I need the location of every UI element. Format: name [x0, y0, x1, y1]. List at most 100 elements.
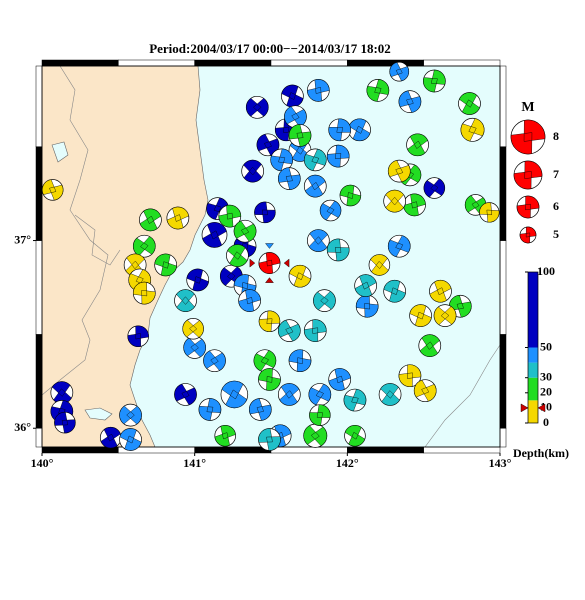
focal-mechanism: [254, 201, 276, 224]
focal-mechanism: [248, 398, 272, 421]
legend-label: 8: [553, 129, 559, 143]
land-layer: [42, 66, 500, 447]
focal-mechanism: [139, 208, 162, 232]
focal-mechanism: [383, 279, 407, 303]
focal-mechanism: [398, 364, 422, 388]
focal-mechanism: [303, 148, 327, 172]
focal-mechanism: [378, 383, 402, 406]
frame-segment: [270, 59, 348, 67]
colorbar-band: [528, 272, 538, 348]
focal-mechanism: [256, 133, 280, 157]
focal-mechanism: [119, 428, 142, 451]
focal-mechanism: [309, 404, 331, 426]
title: Period:2004/03/17 00:00−−2014/03/17 18:0…: [149, 41, 391, 56]
colorbar-band: [528, 362, 538, 378]
focal-mechanism: [383, 189, 407, 213]
focal-mechanism: [288, 264, 312, 288]
main-event-marker: [265, 243, 274, 249]
focal-mechanism: [54, 411, 76, 434]
focal-mechanism: [328, 368, 352, 391]
frame-segment: [41, 446, 119, 454]
focal-mechanism: [119, 403, 142, 427]
focal-mechanism: [277, 383, 301, 406]
lake: [84, 407, 113, 421]
colorbar-tick-label: 100: [537, 264, 555, 278]
legend-ball: [513, 160, 543, 190]
depth-marker: [537, 403, 546, 413]
focal-mechanism: [460, 117, 485, 142]
x-tick-label: 143°: [489, 456, 512, 470]
colorbar-tick-label: 20: [540, 385, 552, 399]
focal-mechanism: [253, 349, 277, 373]
focal-mechanism: [198, 398, 222, 421]
focal-mechanism: [220, 380, 249, 409]
focal-mechanism: [174, 289, 197, 312]
focal-mechanism: [258, 310, 281, 333]
focal-mechanism: [303, 174, 327, 198]
main-event-marker: [249, 258, 256, 268]
focal-mechanism: [368, 254, 391, 276]
focal-mechanism: [241, 159, 265, 183]
x-tick-label: 141°: [183, 456, 206, 470]
focal-mechanism: [433, 304, 457, 327]
focal-mechanism: [99, 426, 122, 449]
frame-segment: [118, 59, 195, 67]
focal-mechanism: [313, 289, 336, 312]
focal-mechanism: [218, 204, 242, 228]
focal-mechanism: [403, 193, 426, 217]
frame-segment: [35, 427, 43, 448]
focal-mechanism: [238, 289, 261, 312]
focal-mechanism: [326, 144, 350, 168]
focal-mechanism: [258, 428, 281, 451]
events: [41, 61, 500, 451]
frame-segment: [347, 446, 424, 454]
focal-mechanism: [281, 84, 304, 108]
focal-mechanism: [258, 368, 281, 391]
focal-mechanism: [339, 184, 362, 207]
focal-mechanism: [389, 61, 410, 82]
colorbar-band: [528, 347, 538, 363]
focal-mechanism: [398, 90, 422, 114]
colorbar-band: [528, 400, 538, 423]
depth-marker: [520, 403, 529, 413]
frame-segment: [499, 334, 507, 429]
frame-segment: [423, 59, 501, 67]
frame-segment: [499, 427, 507, 448]
focal-mechanism: [354, 274, 378, 297]
overlay: [249, 243, 290, 283]
focal-mechanism: [326, 238, 350, 262]
trench-line: [424, 344, 500, 447]
focal-mechanism: [409, 304, 432, 327]
focal-mechanism: [284, 105, 307, 129]
colorbar-band: [528, 377, 538, 401]
focal-mechanism: [413, 379, 437, 403]
focal-mechanism: [288, 349, 312, 373]
focal-mechanism: [303, 319, 327, 342]
x-tick-label: 142°: [336, 456, 359, 470]
legend-ball: [516, 195, 540, 219]
frame-segment: [423, 446, 501, 454]
main-event: [258, 252, 281, 275]
focal-mechanism: [387, 234, 411, 258]
focal-mechanism: [154, 253, 178, 277]
focal-mechanism: [423, 69, 446, 93]
frame-segment: [35, 334, 43, 429]
legend-label: 6: [553, 199, 559, 213]
lake: [51, 141, 69, 163]
y-tick-label: 36°: [14, 420, 31, 434]
main-event-marker: [283, 258, 290, 268]
focal-mechanism: [288, 124, 312, 147]
focal-mechanism: [328, 118, 352, 142]
focal-mechanism: [245, 95, 269, 119]
focal-mechanism: [132, 281, 156, 305]
frame-segment: [35, 240, 43, 335]
focal-mechanism: [50, 381, 74, 404]
legend-title: M: [521, 100, 534, 115]
frame-segment: [194, 59, 272, 67]
focal-mechanism: [166, 206, 190, 230]
legend-ball: [510, 119, 546, 155]
land: [42, 66, 209, 447]
focal-mechanism: [387, 159, 411, 183]
